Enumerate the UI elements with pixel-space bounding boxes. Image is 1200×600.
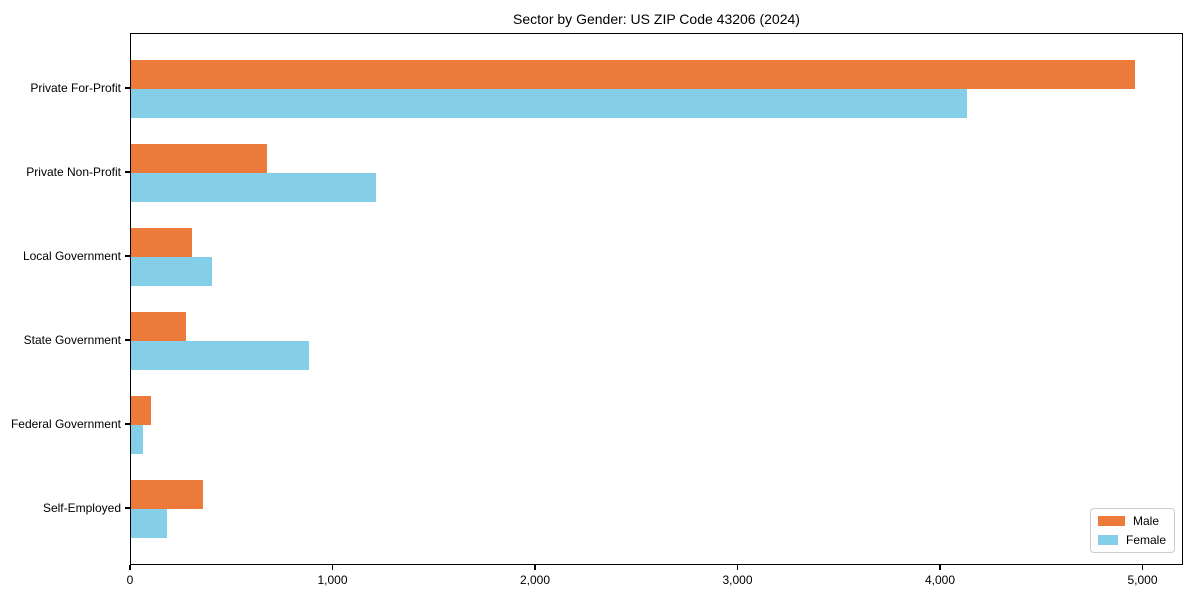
x-tick-mark: [939, 565, 941, 570]
y-tick-label: Federal Government: [10, 417, 121, 431]
x-tick-label: 1,000: [317, 573, 348, 587]
bar-female-4: [131, 425, 143, 454]
y-tick-label: Private For-Profit: [30, 81, 121, 95]
bar-female-5: [131, 509, 168, 538]
legend-swatch-male: [1098, 516, 1125, 526]
x-tick-mark: [1141, 565, 1144, 570]
y-tick-label: Local Government: [22, 249, 121, 263]
legend-label-female: Female: [1125, 533, 1166, 547]
y-tick-mark: [125, 171, 130, 173]
x-tick-label: 3,000: [722, 573, 753, 587]
bar-male-3: [131, 312, 186, 341]
bar-female-3: [131, 341, 310, 370]
y-tick-mark: [125, 255, 130, 257]
plot-area: [130, 33, 1183, 565]
bar-female-2: [131, 257, 212, 286]
x-tick-mark: [129, 565, 131, 570]
legend: Male Female: [1090, 508, 1175, 553]
y-tick-label: Self-Employed: [42, 501, 121, 515]
bar-female-0: [131, 89, 968, 118]
y-tick-mark: [125, 87, 130, 89]
x-tick-mark: [534, 565, 536, 570]
x-tick-label: 4,000: [924, 573, 956, 587]
y-tick-mark: [125, 339, 130, 341]
y-tick-mark: [125, 507, 130, 509]
x-tick-label: 5,000: [1127, 573, 1158, 587]
x-tick-mark: [736, 565, 739, 570]
x-tick-mark: [331, 565, 334, 570]
bar-male-2: [131, 228, 192, 257]
x-tick-label: 0: [126, 573, 134, 587]
legend-label-male: Male: [1133, 514, 1160, 528]
bar-male-4: [131, 396, 152, 425]
x-tick-label: 2,000: [519, 573, 551, 587]
bar-male-1: [131, 144, 267, 173]
legend-item-female: Female: [1098, 534, 1166, 546]
y-tick-label: Private Non-Profit: [26, 165, 121, 179]
legend-item-male: Male: [1098, 515, 1166, 527]
y-tick-label: State Government: [23, 333, 121, 347]
bar-male-5: [131, 480, 203, 509]
y-tick-mark: [125, 423, 130, 425]
bar-male-0: [131, 60, 1136, 89]
bar-female-1: [131, 173, 377, 202]
chart-title: Sector by Gender: US ZIP Code 43206 (202…: [513, 11, 800, 27]
legend-swatch-female: [1098, 535, 1118, 545]
